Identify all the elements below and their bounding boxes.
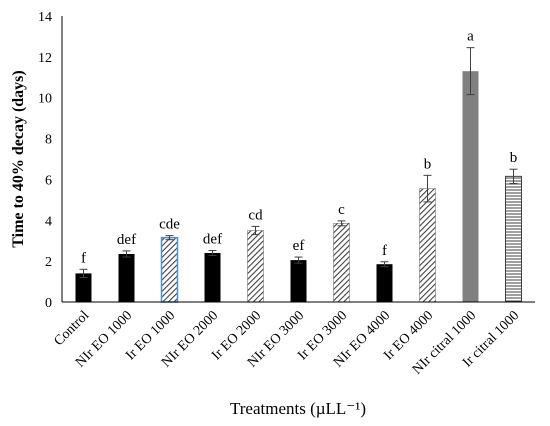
bar [333, 223, 350, 303]
error-bar [79, 268, 88, 278]
bar [247, 230, 264, 303]
error-bar [208, 250, 217, 256]
y-tick-label: 0 [45, 296, 52, 311]
y-axis-title: Time to 40% decay (days) [10, 70, 27, 247]
error-bar [122, 250, 131, 258]
bar [75, 273, 92, 302]
bar [419, 188, 436, 303]
significance-letter: ef [293, 238, 305, 254]
bar [160, 236, 179, 303]
significance-letter: def [117, 232, 136, 248]
bar [462, 71, 479, 303]
y-tick-label: 12 [38, 51, 52, 66]
y-tick-labels: 0 2 4 6 8 10 12 14 [38, 10, 52, 311]
error-bar [165, 235, 174, 241]
significance-letters: f def cde def cd ef c f b a b [81, 29, 517, 267]
category-label: Control [51, 308, 92, 349]
y-tick-label: 10 [38, 92, 52, 107]
bar [505, 175, 522, 303]
y-tick-label: 2 [45, 255, 52, 270]
significance-letter: a [467, 29, 474, 45]
bar [376, 264, 393, 302]
significance-letter: def [203, 232, 222, 248]
y-tick-label: 4 [45, 214, 52, 229]
bars [75, 71, 522, 303]
error-bar [423, 174, 432, 203]
error-bars [79, 47, 518, 278]
x-axis-title: Treatments (µLL⁻¹) [230, 399, 366, 418]
error-bar [337, 220, 346, 227]
significance-letter: b [510, 150, 518, 166]
error-bar [509, 168, 518, 185]
bar [204, 252, 221, 302]
significance-letter: cde [159, 217, 180, 233]
error-bar [466, 47, 475, 96]
significance-letter: f [81, 250, 86, 266]
bar [118, 253, 135, 302]
y-tick-label: 14 [38, 10, 52, 25]
significance-letter: b [424, 156, 432, 172]
y-tick-label: 8 [45, 133, 52, 148]
error-bar [294, 256, 303, 264]
significance-letter: f [382, 243, 387, 259]
y-tick-label: 6 [45, 173, 52, 188]
bar [290, 260, 307, 302]
significance-letter: c [338, 202, 345, 218]
error-bar [251, 225, 260, 236]
error-bar [380, 261, 389, 268]
significance-letter: cd [248, 207, 263, 223]
